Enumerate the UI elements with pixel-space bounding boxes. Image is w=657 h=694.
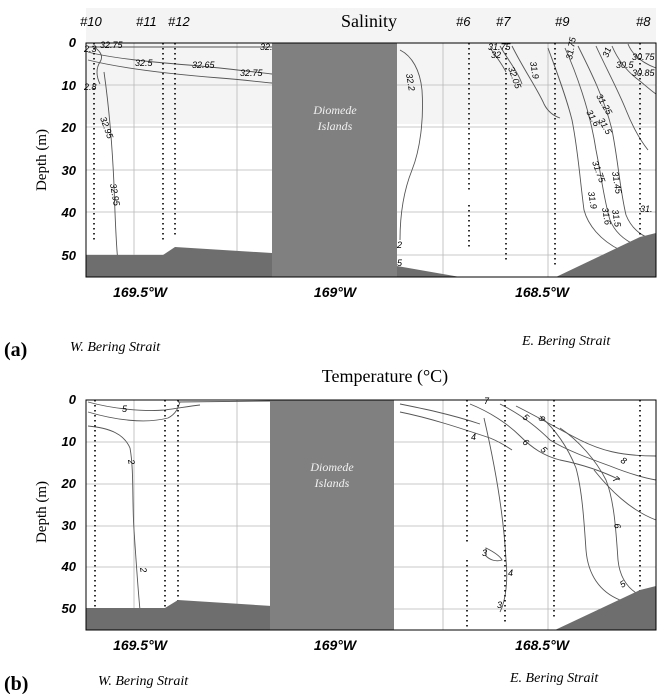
temperature-title: Temperature (°C)	[322, 366, 448, 387]
salinity-contour-label: 32	[491, 50, 501, 60]
salinity-contour-label: 31	[600, 46, 613, 59]
temperature-region-right: E. Bering Strait	[509, 671, 599, 686]
salinity-panel-label: (a)	[4, 339, 27, 361]
temperature-contour-label: 4	[508, 568, 513, 578]
temperature-panel-label: (b)	[4, 673, 28, 694]
salinity-contour-label: 2.3	[83, 44, 97, 54]
salinity-contour-label: 32.95	[108, 183, 122, 208]
temperature-region-left: W. Bering Strait	[98, 674, 189, 689]
salinity-contour-label: 31.9	[528, 61, 541, 80]
salinity-title: Salinity	[341, 11, 397, 31]
salinity-y-tick: 10	[62, 78, 77, 93]
temperature-panel: Temperature (°C)	[4, 366, 657, 694]
salinity-bathymetry	[86, 233, 656, 277]
temperature-y-axis-label: Depth (m)	[34, 481, 50, 543]
temperature-y-tick: 40	[61, 559, 77, 574]
salinity-contour-label: 2	[396, 240, 402, 250]
salinity-station-label: #9	[555, 14, 569, 29]
salinity-contour-label: 2.8	[83, 82, 97, 92]
salinity-contour-label: 32.65	[192, 60, 216, 70]
salinity-contour-label: 5	[397, 258, 403, 268]
salinity-x-tick: 169°W	[314, 284, 358, 300]
temperature-contour-label: 2	[138, 566, 149, 574]
temperature-y-tick: 0	[69, 392, 77, 407]
salinity-station-label: #11	[136, 14, 157, 29]
salinity-contour-label: 31.9	[586, 191, 599, 210]
salinity-contour-label: 32.5	[135, 58, 154, 68]
temperature-bathymetry	[86, 586, 656, 630]
salinity-island	[272, 43, 397, 277]
salinity-contour-label: 31.75	[564, 35, 578, 60]
salinity-island-label: Islands	[317, 119, 353, 133]
salinity-contour-label: 30.5	[616, 60, 635, 70]
salinity-contour-label: 31.5	[610, 209, 623, 229]
temperature-y-tick: 50	[62, 601, 77, 616]
salinity-station-label: #8	[636, 14, 651, 29]
salinity-contour-label: 32.	[260, 42, 273, 52]
salinity-contour-label: 30.85	[632, 68, 656, 78]
temperature-y-tick: 10	[62, 434, 77, 449]
salinity-region-right: E. Bering Strait	[521, 334, 611, 349]
salinity-x-ticks: 169.5°W 169°W 168.5°W	[113, 284, 571, 300]
temperature-contour-label: 4	[471, 432, 476, 442]
salinity-contour-label: 30.75	[632, 52, 656, 62]
salinity-station-label: #10	[80, 14, 102, 29]
temperature-y-tick: 20	[61, 476, 77, 491]
temperature-contour-label: 6	[521, 437, 531, 448]
salinity-station-labels: #10 #11 #12 #6 #7 #9 #8	[80, 14, 651, 29]
temperature-contour-label: 2	[126, 458, 137, 466]
temperature-contour-label: 8	[619, 455, 628, 466]
temperature-contour-labels: 5 2 2 7 9 5 4 6 5 8 7 6 3 4 3 5	[122, 396, 628, 610]
temperature-contour-label: 5	[618, 578, 628, 590]
salinity-x-tick: 169.5°W	[113, 284, 169, 300]
temperature-island	[270, 400, 394, 630]
salinity-station-label: #6	[456, 14, 471, 29]
salinity-contour-label: 31.6	[600, 207, 613, 226]
salinity-y-tick: 20	[61, 120, 77, 135]
temperature-contour-label: 3	[497, 600, 502, 610]
salinity-contour-label: 31.	[640, 204, 653, 214]
temperature-contour-label: 5	[122, 404, 128, 414]
salinity-panel: Salinity #10 #11 #12 #6 #7 #9 #8	[4, 8, 657, 361]
salinity-stations	[93, 43, 641, 268]
temperature-x-ticks: 169.5°W 169°W 168.5°W	[113, 637, 571, 653]
temperature-contour-label: 7	[484, 396, 490, 406]
salinity-y-ticks: 0 10 20 30 40 50	[61, 35, 77, 263]
salinity-y-tick: 30	[62, 163, 77, 178]
salinity-x-tick: 168.5°W	[515, 284, 571, 300]
temperature-island-label: Islands	[314, 476, 350, 490]
salinity-contour-label: 32.75	[100, 40, 124, 50]
temperature-x-tick: 169°W	[314, 637, 358, 653]
temperature-x-tick: 169.5°W	[113, 637, 169, 653]
temperature-contour-label: 3	[482, 548, 487, 558]
temperature-plot-frame	[85, 399, 657, 631]
temperature-contour-label: 6	[612, 523, 623, 530]
temperature-contour-label: 5	[521, 412, 532, 424]
salinity-contour-label: 31.75	[590, 159, 607, 185]
temperature-y-tick: 30	[62, 518, 77, 533]
salinity-contour-label: 32.75	[240, 68, 264, 78]
temperature-contour-label: 5	[539, 444, 550, 455]
salinity-y-axis-label: Depth (m)	[34, 129, 50, 191]
temperature-stations	[94, 400, 641, 630]
salinity-y-tick: 40	[61, 205, 77, 220]
salinity-contour-label: 31.45	[610, 171, 624, 196]
salinity-station-label: #7	[496, 14, 511, 29]
salinity-plot-frame	[85, 42, 657, 278]
salinity-y-tick: 50	[62, 248, 77, 263]
temperature-contour-label: 7	[611, 474, 622, 486]
salinity-station-label: #12	[168, 14, 190, 29]
salinity-contour-label: 32.2	[404, 73, 417, 92]
temperature-island-label: Diomede	[309, 460, 354, 474]
salinity-contour-label: 31.75	[488, 42, 512, 52]
salinity-y-tick: 0	[69, 35, 77, 50]
temperature-x-tick: 168.5°W	[515, 637, 571, 653]
salinity-region-left: W. Bering Strait	[70, 340, 161, 355]
temperature-contour-label: 9	[536, 414, 547, 423]
salinity-island-label: Diomede	[312, 103, 357, 117]
temperature-y-ticks: 0 10 20 30 40 50	[61, 392, 77, 616]
